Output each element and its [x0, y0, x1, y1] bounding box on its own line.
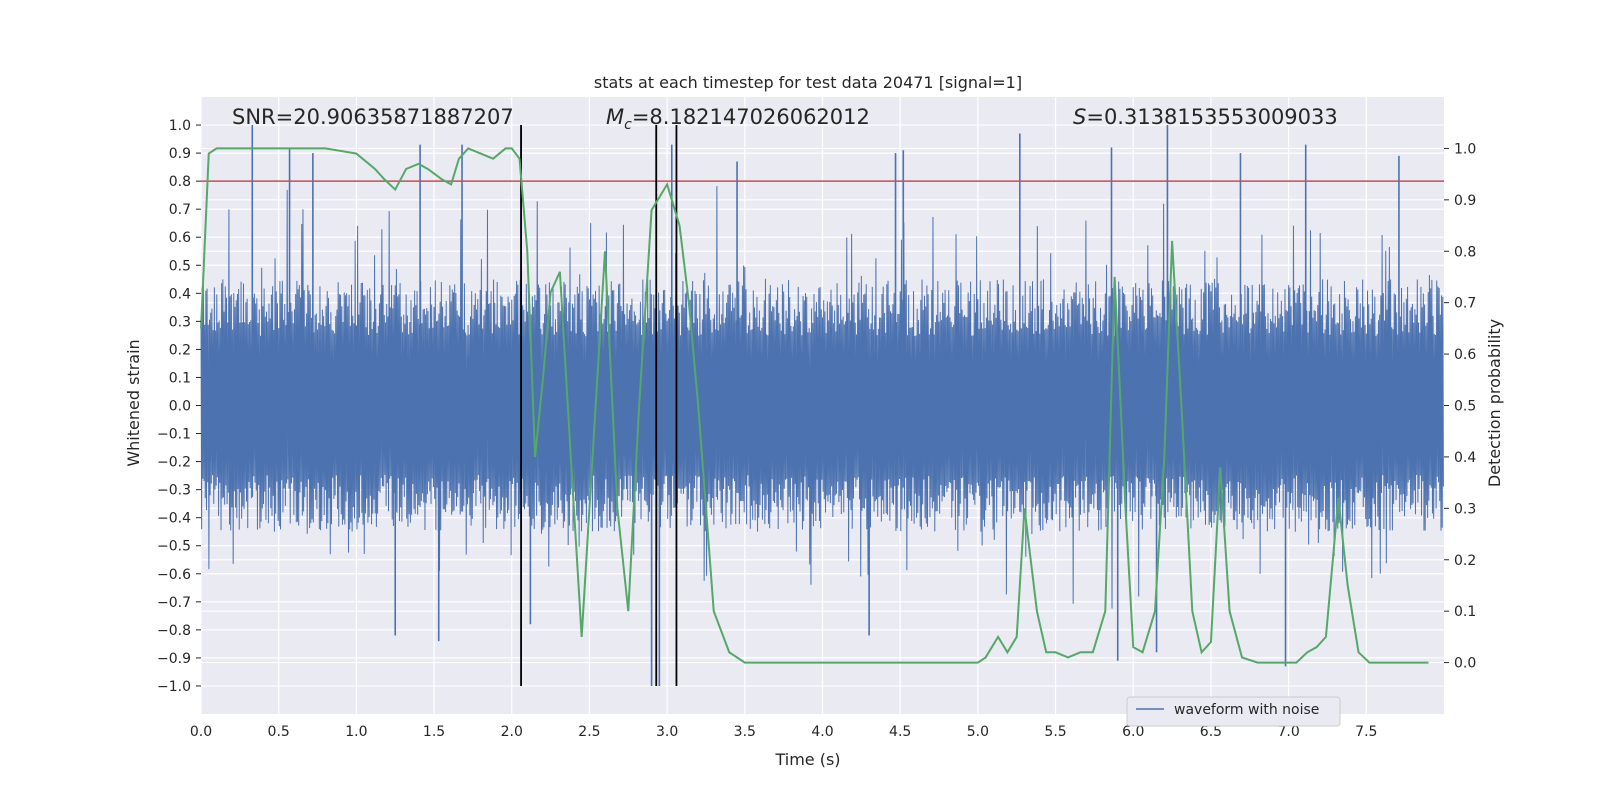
y2-tick-label: 0.1: [1454, 604, 1476, 620]
y2-tick-label: 0.3: [1454, 501, 1476, 517]
y-tick-label: 0.4: [169, 286, 191, 302]
chirp-mass-annotation: Mc=8.182147026062012: [606, 105, 870, 133]
y2-axis-ticks: 0.0 0.1 0.2 0.3 0.4 0.5 0.6 0.7 0.8 0.9 1.0: [1444, 141, 1476, 672]
x-tick-label: 3.5: [734, 724, 756, 740]
y-tick-label: 0.7: [169, 202, 191, 218]
y-tick-label: −0.7: [157, 595, 191, 611]
y2-tick-label: 0.6: [1454, 347, 1476, 363]
y2-tick-label: 0.5: [1454, 399, 1476, 415]
x-tick-label: 5.0: [967, 724, 989, 740]
legend: waveform with noise: [1126, 696, 1341, 727]
probability-series: [200, 147, 1429, 664]
strain-noise-path: [200, 186, 1444, 609]
y-tick-label: 0.9: [169, 146, 191, 162]
y2-tick-label: 0.4: [1454, 450, 1476, 466]
y2-tick-label: 0.8: [1454, 244, 1476, 260]
y-tick-label: 0.5: [169, 258, 191, 274]
y-tick-label: −0.8: [157, 623, 191, 639]
y2-axis-label: Detection probability: [1485, 319, 1504, 487]
y-tick-label: −0.3: [157, 483, 191, 499]
y2-tick-label: 0.2: [1454, 553, 1476, 569]
y2-tick-label: 0.0: [1454, 656, 1476, 672]
y-tick-label: 0.1: [169, 370, 191, 386]
x-axis-label: Time (s): [774, 750, 840, 769]
y-axis-ticks: −1.0 −0.9 −0.8 −0.7 −0.6 −0.5 −0.4 −0.3 −0.2 −0.1…: [157, 118, 201, 695]
y-tick-label: 1.0: [169, 118, 191, 134]
chart-title: stats at each timestep for test data 204…: [594, 73, 1022, 92]
chirp-mass-value: =8.182147026062012: [632, 105, 870, 129]
y-tick-label: −0.4: [157, 511, 191, 527]
x-axis-ticks: 0.0 0.5 1.0 1.5 2.0 2.5 3.0 3.5 4.0 4.5 5.0 5.5 6.0 6…: [190, 724, 1378, 740]
legend-label: waveform with noise: [1174, 702, 1319, 718]
x-tick-label: 2.0: [501, 724, 523, 740]
x-tick-label: 4.5: [889, 724, 911, 740]
x-tick-label: 6.0: [1122, 724, 1144, 740]
x-tick-label: 0.5: [268, 724, 290, 740]
y2-tick-label: 1.0: [1454, 141, 1476, 157]
y-tick-label: 0.8: [169, 174, 191, 190]
x-tick-label: 6.5: [1200, 724, 1222, 740]
y-tick-label: −0.1: [157, 427, 191, 443]
x-tick-label: 1.0: [345, 724, 367, 740]
legend-box: [1126, 696, 1341, 727]
y-tick-label: 0.2: [169, 342, 191, 358]
x-tick-label: 7.0: [1277, 724, 1299, 740]
s-value: =0.3138153553009033: [1086, 105, 1337, 129]
snr-annotation: SNR=20.90635871887207: [232, 105, 514, 129]
y2-tick-label: 0.7: [1454, 296, 1476, 312]
chirp-mass-symbol: M: [606, 105, 624, 129]
y-tick-label: −1.0: [157, 679, 191, 695]
y-tick-label: −0.2: [157, 455, 191, 471]
x-tick-label: 2.5: [578, 724, 600, 740]
probability-line: [200, 147, 1429, 664]
y-tick-label: −0.5: [157, 539, 191, 555]
x-tick-label: 7.5: [1355, 724, 1377, 740]
x-tick-label: 1.5: [423, 724, 445, 740]
y-tick-label: −0.6: [157, 567, 191, 583]
y-axis-label: Whitened strain: [124, 339, 143, 466]
x-tick-label: 4.0: [811, 724, 833, 740]
chirp-mass-subscript: c: [624, 117, 632, 133]
x-tick-label: 0.0: [190, 724, 212, 740]
y-tick-label: 0.0: [169, 399, 191, 415]
y-tick-label: −0.9: [157, 651, 191, 667]
y2-tick-label: 0.9: [1454, 193, 1476, 209]
y-tick-label: 0.3: [169, 314, 191, 330]
x-tick-label: 3.0: [656, 724, 678, 740]
s-symbol: S: [1073, 105, 1086, 129]
s-annotation: S=0.3138153553009033: [1073, 105, 1338, 129]
x-tick-label: 5.5: [1044, 724, 1066, 740]
y-tick-label: 0.6: [169, 230, 191, 246]
